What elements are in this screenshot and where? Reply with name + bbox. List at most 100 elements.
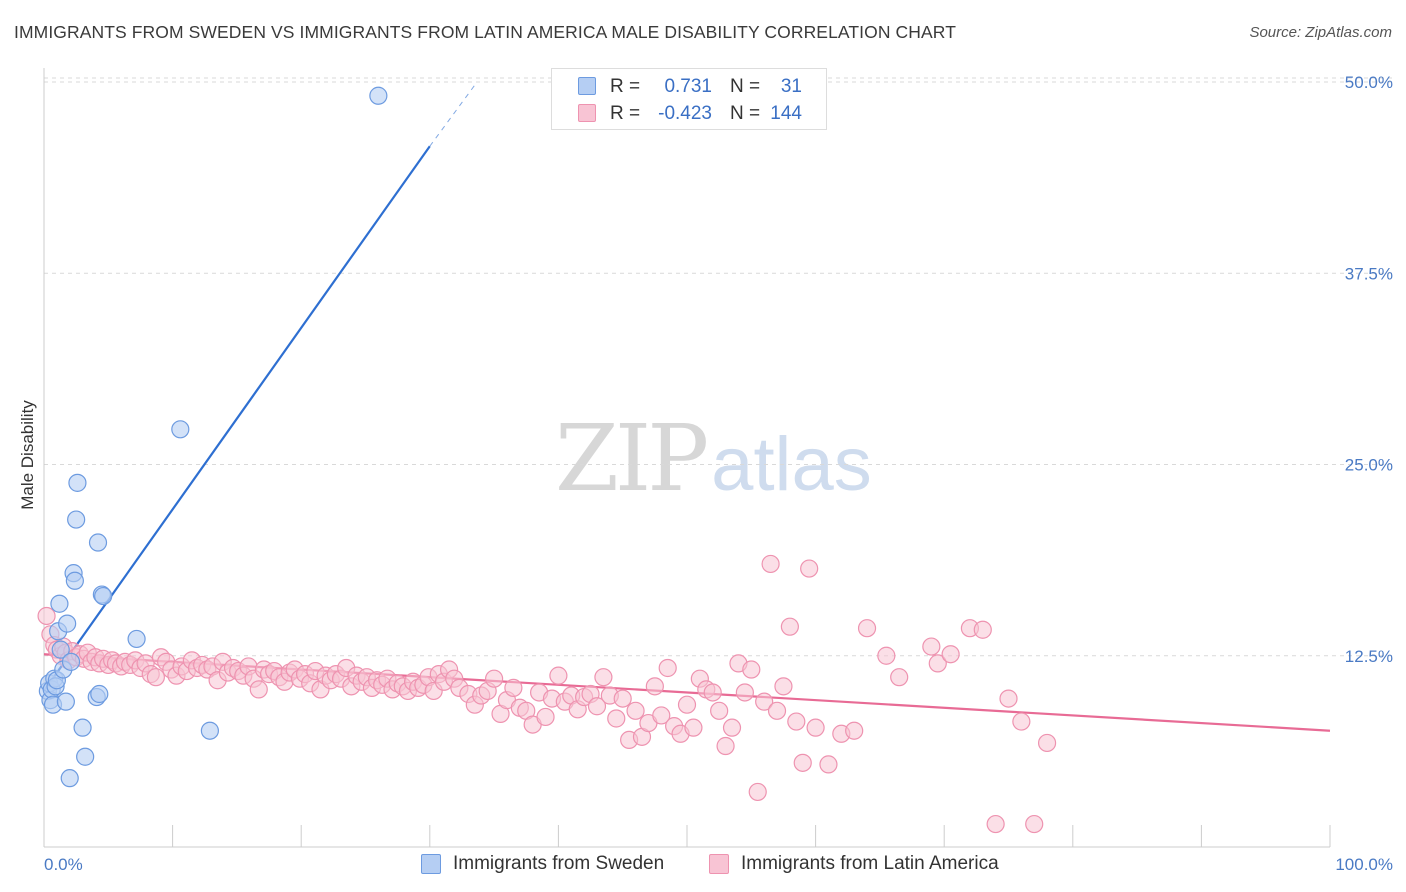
latin-america-point — [607, 709, 626, 728]
y-tick-label: 37.5% — [1345, 264, 1393, 283]
grid-layer — [44, 77, 1394, 657]
legend-r-label: R = — [610, 103, 641, 124]
latin-america-point — [485, 669, 504, 688]
latin-america-point — [722, 718, 742, 737]
y-tick-label: 25.0% — [1345, 456, 1393, 475]
latin-america-point — [710, 701, 729, 720]
legend-n-value: 144 — [770, 103, 802, 124]
legend-r-label: R = — [610, 76, 641, 97]
watermark-zip: ZIP — [555, 405, 709, 512]
latin-america-point — [684, 718, 703, 737]
sweden-point — [73, 718, 92, 737]
sweden-point — [90, 684, 109, 704]
latin-america-point — [819, 755, 838, 774]
legend-swatch-latin-america — [709, 854, 729, 874]
legend-r-value: -0.423 — [658, 103, 712, 124]
legend-n-label: N = — [730, 76, 761, 97]
latin-america-point — [922, 637, 941, 656]
latin-america-point — [1037, 733, 1057, 753]
latin-america-point — [755, 692, 774, 711]
sweden-point — [51, 640, 70, 659]
sweden-points — [38, 86, 388, 788]
latin-america-point — [613, 689, 632, 708]
latin-america-point — [1012, 712, 1031, 731]
legend-swatch-sweden — [578, 77, 596, 95]
sweden-point — [68, 473, 87, 492]
series-legend: Immigrants from Sweden Immigrants from L… — [0, 852, 1406, 878]
chart-title: IMMIGRANTS FROM SWEDEN VS IMMIGRANTS FRO… — [14, 22, 957, 42]
latin-america-point — [877, 646, 896, 665]
latin-america-point — [249, 680, 268, 699]
sweden-trendline-extension — [429, 84, 476, 147]
sweden-point — [88, 533, 108, 552]
latin-america-point — [999, 689, 1018, 708]
sweden-point — [127, 629, 146, 649]
latin-america-point — [941, 645, 960, 664]
latin-america-point — [800, 559, 819, 578]
latin-america-point — [146, 668, 165, 687]
latin-america-point — [716, 736, 735, 756]
latin-america-point — [793, 753, 812, 772]
sweden-point — [50, 594, 69, 613]
tick-labels: 12.5% 25.0% 37.5% 50.0% 0.0% 100.0% — [44, 73, 1393, 874]
latin-america-point — [594, 668, 613, 687]
correlation-legend: R = 0.731 N = 31 R = -0.423 N = 144 — [551, 68, 827, 130]
y-tick-label: 50.0% — [1345, 73, 1393, 92]
axis-layer — [43, 68, 1331, 848]
sweden-point — [56, 692, 75, 711]
legend-row-latin-america: R = -0.423 N = 144 — [552, 101, 826, 127]
legend-label-latin-america: Immigrants from Latin America — [741, 853, 999, 874]
legend-n-value: 31 — [780, 76, 802, 97]
sweden-point — [94, 586, 113, 606]
latin-america-points — [37, 554, 1057, 834]
latin-america-point — [787, 712, 806, 731]
latin-america-point — [504, 678, 523, 697]
legend-row-sweden: R = 0.731 N = 31 — [552, 74, 826, 100]
latin-america-point — [748, 782, 767, 802]
y-tick-label: 12.5% — [1345, 647, 1393, 666]
sweden-point — [76, 747, 95, 766]
latin-america-point — [845, 721, 864, 740]
latin-america-point — [652, 706, 671, 725]
latin-america-point — [703, 683, 722, 702]
trend-layer — [43, 84, 1331, 732]
legend-swatch-latin-america — [578, 104, 596, 122]
latin-america-point — [780, 617, 799, 636]
latin-america-point — [767, 701, 787, 720]
sweden-trendline — [43, 145, 431, 692]
latin-america-point — [658, 658, 677, 678]
latin-america-point — [742, 660, 761, 679]
sweden-point — [200, 721, 219, 740]
legend-n-label: N = — [730, 103, 761, 124]
latin-america-point — [645, 677, 664, 696]
sweden-point — [58, 614, 77, 633]
latin-america-point — [677, 695, 697, 714]
latin-america-point — [774, 677, 793, 696]
sweden-point — [171, 420, 190, 439]
latin-america-point — [549, 666, 568, 685]
x-tick-label-min: 0.0% — [44, 855, 83, 874]
latin-america-point — [626, 701, 645, 720]
latin-america-point — [587, 697, 607, 716]
latin-america-point — [973, 620, 992, 639]
legend-r-value: 0.731 — [664, 76, 712, 97]
latin-america-point — [1025, 814, 1044, 834]
latin-america-point — [806, 718, 825, 737]
latin-america-point — [857, 619, 877, 638]
source-note: Source: ZipAtlas.com — [1249, 24, 1392, 41]
sweden-point — [67, 510, 86, 529]
latin-america-point — [37, 606, 56, 626]
x-tick-label-max: 100.0% — [1335, 855, 1393, 874]
sweden-point — [60, 769, 79, 788]
latin-america-point — [761, 554, 780, 574]
legend-label-sweden: Immigrants from Sweden — [453, 853, 665, 874]
sweden-point — [61, 652, 81, 671]
latin-america-point — [735, 683, 754, 702]
latin-america-point — [536, 707, 555, 727]
latin-america-point — [928, 654, 947, 673]
legend-swatch-sweden — [421, 854, 441, 874]
sweden-point — [65, 571, 84, 590]
latin-america-point — [890, 668, 909, 687]
latin-america-point — [986, 814, 1005, 834]
